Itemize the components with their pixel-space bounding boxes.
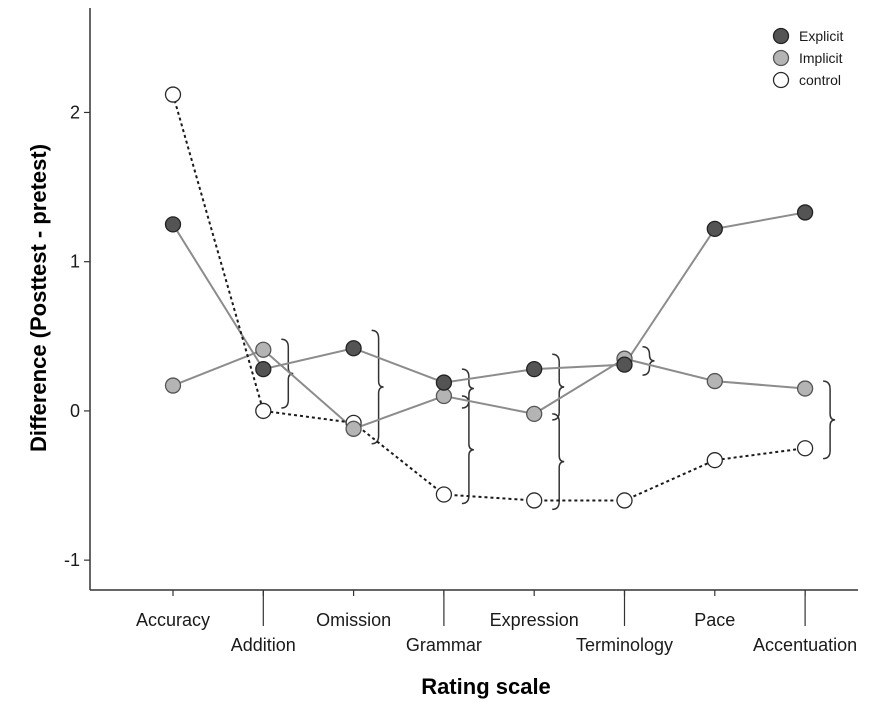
data-point-explicit [255, 360, 272, 378]
data-point-implicit [164, 377, 182, 394]
significance-brackets [281, 329, 836, 511]
x-tick-label: Grammar [406, 635, 482, 655]
significance-bracket [281, 338, 294, 409]
significance-bracket [552, 353, 565, 421]
series-markers [164, 86, 814, 509]
data-point-implicit [345, 420, 362, 437]
y-tick-label: 0 [70, 401, 80, 421]
legend-marker-implicit [772, 49, 790, 67]
x-tick-label: Accuracy [136, 610, 210, 630]
data-point-explicit [796, 204, 814, 221]
data-point-control [706, 452, 723, 469]
legend-marker-explicit [772, 27, 790, 45]
x-tick-label: Addition [231, 635, 296, 655]
data-point-control [164, 86, 182, 103]
y-tick-label: 2 [70, 102, 80, 122]
y-tick-labels: -1 0 1 2 [64, 102, 80, 570]
data-point-implicit [796, 380, 814, 397]
significance-bracket [371, 329, 384, 445]
y-tick-label: -1 [64, 550, 80, 570]
x-tick-label: Expression [490, 610, 579, 630]
legend-label: Explicit [799, 28, 843, 44]
data-point-explicit [435, 374, 453, 391]
legend-marker-control [772, 71, 790, 89]
data-point-explicit [164, 216, 182, 233]
data-point-implicit [706, 372, 723, 390]
significance-bracket [823, 380, 836, 460]
series-line-explicit [172, 211, 806, 384]
significance-bracket [552, 413, 565, 511]
data-point-control [435, 486, 453, 503]
series-lines [172, 94, 806, 502]
data-point-control [255, 402, 272, 420]
legend-label: Implicit [799, 50, 843, 66]
y-axis-title: Difference (Posttest - pretest) [26, 144, 51, 452]
data-point-implicit [526, 405, 543, 423]
legend-label: control [799, 72, 841, 88]
data-point-control [526, 492, 543, 509]
x-axis-title: Rating scale [421, 674, 551, 699]
data-point-control [796, 440, 814, 457]
legend: Explicit Implicit control [772, 27, 843, 89]
data-point-explicit [616, 356, 633, 373]
x-tick-label: Terminology [576, 635, 673, 655]
x-tick-labels: Accuracy Addition Omission Grammar Expressio… [136, 610, 857, 655]
significance-bracket [642, 346, 655, 376]
data-point-explicit [526, 360, 543, 378]
x-tick-label: Accentuation [753, 635, 857, 655]
data-point-implicit [435, 387, 453, 405]
data-point-implicit [255, 341, 272, 358]
axes [84, 8, 858, 626]
y-tick-label: 1 [70, 252, 80, 272]
series-line-implicit [172, 348, 806, 430]
significance-bracket [461, 395, 474, 505]
x-tick-label: Omission [316, 610, 391, 630]
data-point-explicit [345, 340, 362, 357]
data-point-explicit [706, 220, 723, 238]
data-point-control [616, 492, 633, 509]
series-line-control [172, 94, 806, 502]
x-tick-label: Pace [694, 610, 735, 630]
